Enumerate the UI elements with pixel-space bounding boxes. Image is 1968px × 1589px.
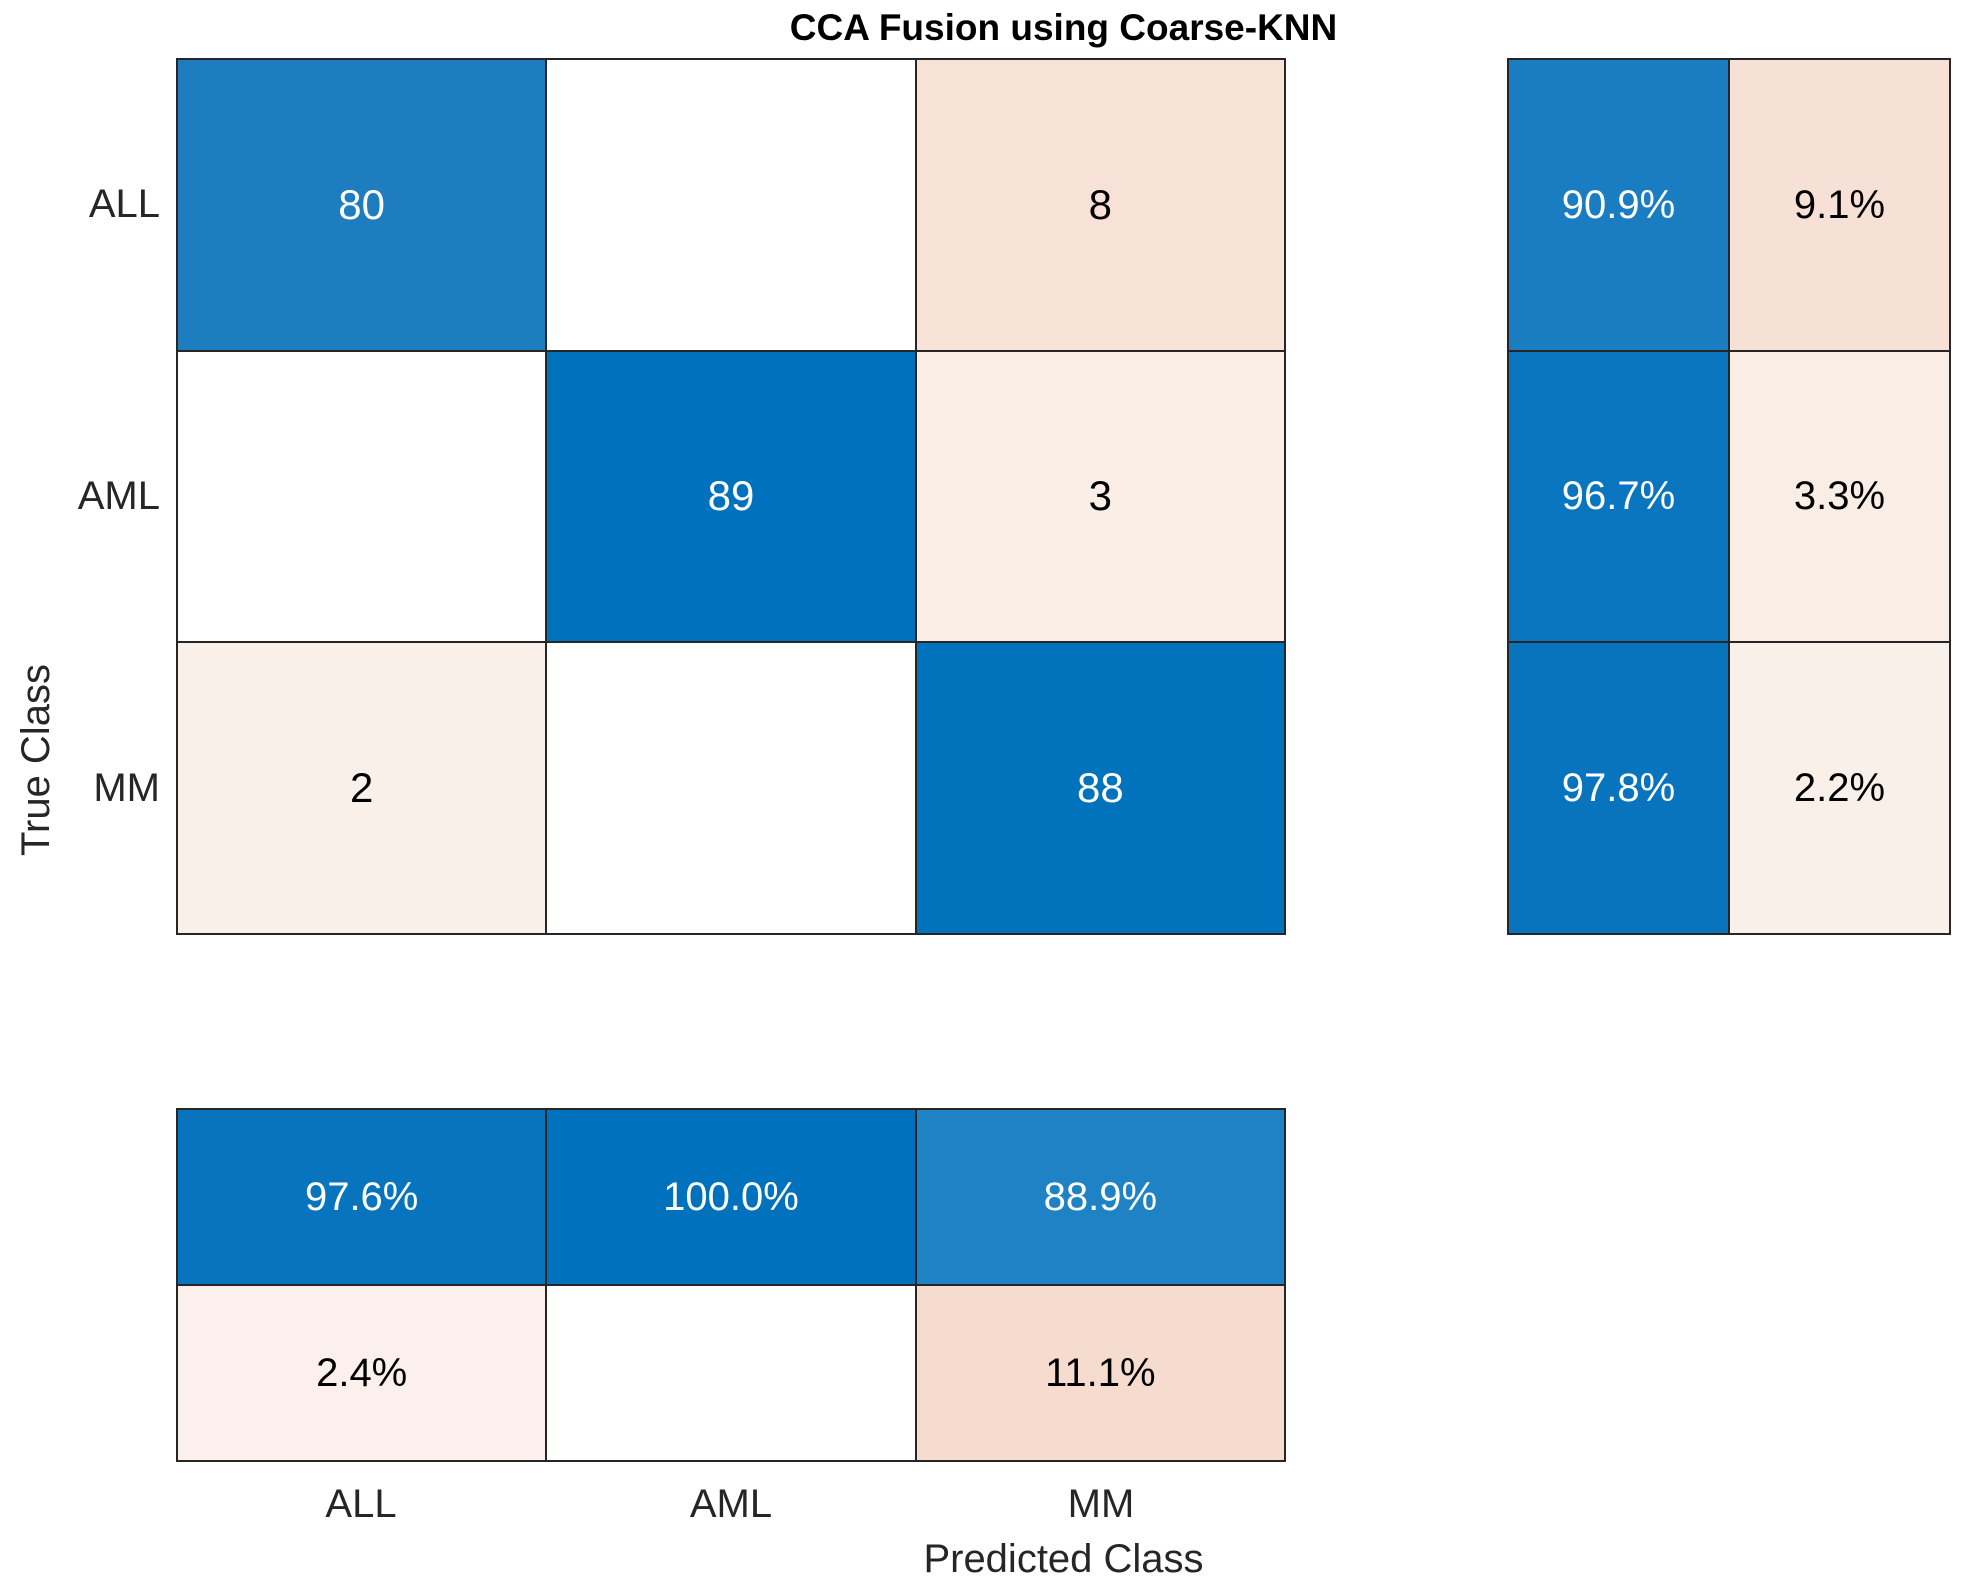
y-axis-label: True Class [13, 664, 58, 856]
col-summary-AML-correct: 100.0% [547, 1110, 915, 1284]
row-summary-MM-correct: 97.8% [1509, 643, 1728, 933]
x-tick-label-mm: MM [1067, 1481, 1135, 1526]
chart-title: CCA Fusion using Coarse-KNN [789, 7, 1338, 48]
row-summary-grid: 90.9% 9.1% 96.7% 3.3% 97.8% 2.2% [1507, 58, 1951, 935]
x-tick-label-aml: AML [689, 1481, 773, 1526]
col-summary-MM-incorrect: 11.1% [916, 1286, 1284, 1460]
row-summary-ALL-correct: 90.9% [1509, 60, 1728, 350]
x-tick-label-all: ALL [325, 1481, 397, 1526]
row-summary-MM-incorrect: 2.2% [1730, 643, 1949, 933]
cell-true-MM-pred-ALL: 2 [178, 643, 546, 933]
cell-true-ALL-pred-AML [547, 60, 915, 350]
cell-true-AML-pred-MM: 3 [916, 351, 1284, 642]
col-summary-ALL-correct: 97.6% [178, 1110, 546, 1284]
row-summary-ALL-incorrect: 9.1% [1730, 60, 1949, 350]
cell-true-MM-pred-MM: 88 [916, 643, 1284, 933]
row-summary-AML-correct: 96.7% [1509, 351, 1728, 642]
y-tick-label-aml: AML [77, 473, 160, 518]
cell-true-ALL-pred-ALL: 80 [178, 60, 546, 350]
cell-true-AML-pred-AML: 89 [547, 351, 915, 642]
cell-true-ALL-pred-MM: 8 [916, 60, 1284, 350]
y-tick-label-all: ALL [88, 181, 160, 226]
cell-true-AML-pred-ALL [178, 351, 546, 642]
col-summary-AML-incorrect [547, 1286, 915, 1460]
col-summary-MM-correct: 88.9% [916, 1110, 1284, 1284]
confusion-matrix-grid: 80 8 89 3 2 88 [176, 58, 1286, 935]
row-summary-AML-incorrect: 3.3% [1730, 351, 1949, 642]
cell-true-MM-pred-AML [547, 643, 915, 933]
column-summary-grid: 97.6% 100.0% 88.9% 2.4% 11.1% [176, 1108, 1286, 1462]
x-axis-label: Predicted Class [923, 1536, 1204, 1581]
col-summary-ALL-incorrect: 2.4% [178, 1286, 546, 1460]
y-tick-label-mm: MM [93, 765, 160, 810]
